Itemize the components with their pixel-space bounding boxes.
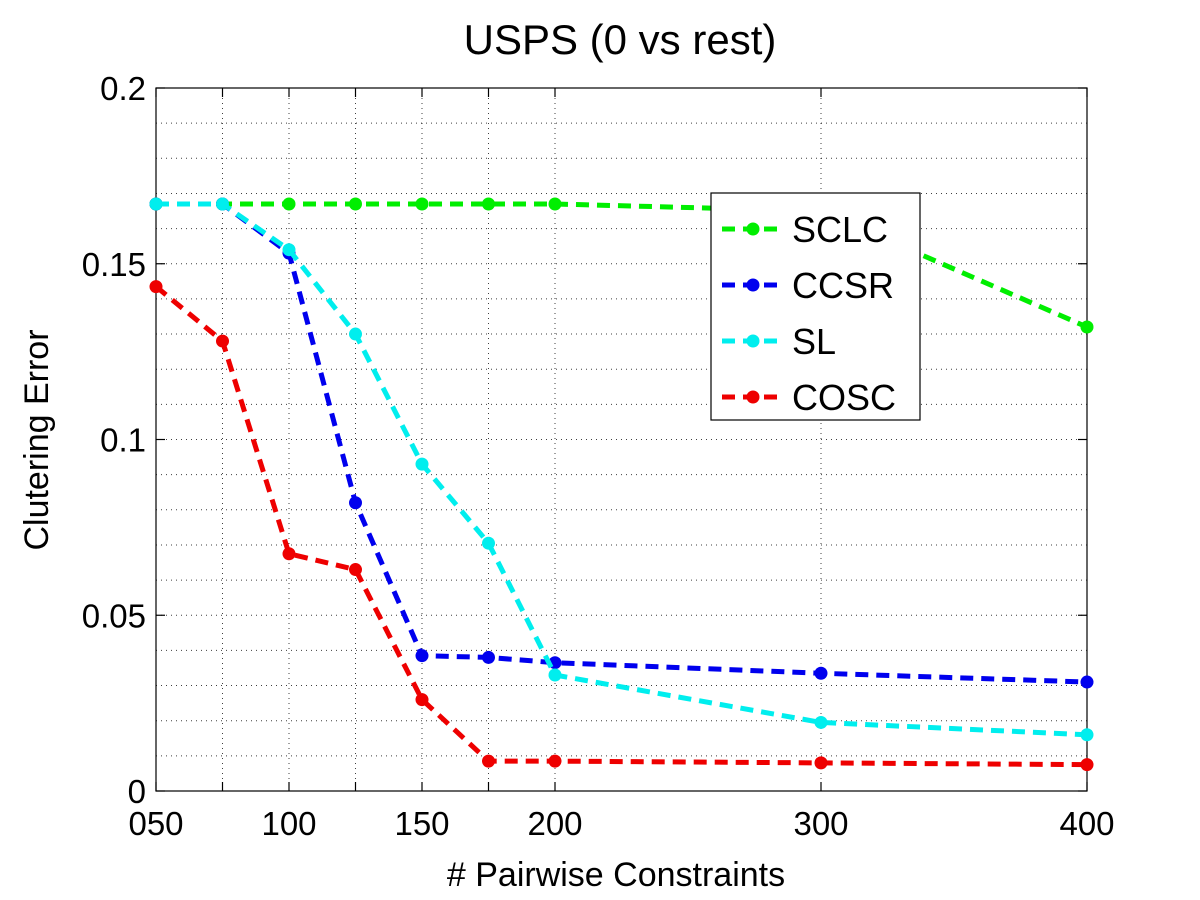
legend-entry-cosc: COSC <box>722 377 896 418</box>
x-axis-label: # Pairwise Constraints <box>447 856 785 894</box>
data-point-ccsr <box>349 496 362 510</box>
x-tick-label: 200 <box>527 805 582 842</box>
series-sl <box>149 197 1094 742</box>
x-tick-label: 050 <box>128 805 183 842</box>
data-point-cosc <box>149 280 163 294</box>
data-point-sl <box>216 197 229 211</box>
legend: SCLC CCSR SL COSC <box>710 192 921 421</box>
data-point-cosc <box>349 563 362 577</box>
y-tick-label: 0.2 <box>100 70 146 107</box>
data-point-ccsr <box>482 650 495 664</box>
data-point-cosc <box>1080 758 1094 772</box>
legend-label-cosc: COSC <box>792 377 896 418</box>
legend-label-ccsr: CCSR <box>792 265 894 306</box>
data-point-ccsr <box>814 666 828 680</box>
data-point-sl <box>1080 728 1094 742</box>
data-point-sclc <box>548 197 562 211</box>
data-point-sclc <box>415 197 429 211</box>
data-point-sl <box>548 668 562 682</box>
legend-marker-sl <box>746 334 760 348</box>
legend-marker-sclc <box>746 222 760 236</box>
data-point-sl <box>814 715 828 729</box>
legend-entry-sclc: SCLC <box>722 209 888 250</box>
legend-marker-ccsr <box>746 278 760 292</box>
data-point-cosc <box>814 756 828 770</box>
legend-marker-cosc <box>746 390 760 404</box>
x-tick-label: 400 <box>1059 805 1114 842</box>
data-point-sl <box>349 327 362 341</box>
data-point-ccsr <box>415 649 429 663</box>
data-point-sclc <box>482 197 495 211</box>
data-point-sclc <box>1080 320 1094 334</box>
legend-label-sclc: SCLC <box>792 209 888 250</box>
legend-label-sl: SL <box>792 321 836 362</box>
x-tick-label: 100 <box>261 805 316 842</box>
data-point-sl <box>149 197 163 211</box>
y-tick-label: 0.05 <box>82 597 146 634</box>
chart-title: USPS (0 vs rest) <box>464 16 777 63</box>
data-point-sclc <box>349 197 362 211</box>
y-tick-label: 0.1 <box>100 422 146 459</box>
data-point-cosc <box>282 547 296 561</box>
y-axis-label: Clutering Error <box>18 329 56 550</box>
x-tick-label: 150 <box>394 805 449 842</box>
x-tick-label: 300 <box>793 805 848 842</box>
series-cosc <box>149 280 1094 772</box>
y-tick-label: 0 <box>128 773 146 810</box>
axis-ticks: 050 100 150 200 300 400 0 0.05 0.1 0.15 0.2 <box>82 70 1115 842</box>
data-point-sclc <box>282 197 296 211</box>
legend-entry-sl: SL <box>722 321 836 362</box>
data-point-sl <box>282 243 296 257</box>
data-point-cosc <box>415 693 429 707</box>
data-point-sl <box>482 536 495 550</box>
legend-entry-ccsr: CCSR <box>722 265 894 306</box>
data-point-cosc <box>482 754 495 768</box>
y-tick-label: 0.15 <box>82 246 146 283</box>
data-point-ccsr <box>1080 675 1094 689</box>
data-point-cosc <box>548 754 562 768</box>
data-point-cosc <box>216 334 229 348</box>
data-point-sl <box>415 457 429 471</box>
